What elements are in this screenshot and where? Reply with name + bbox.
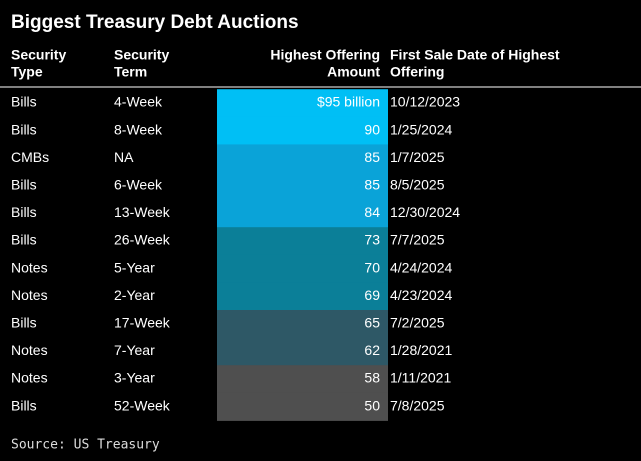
cell-text: Bills (11, 121, 37, 137)
cell-text: Notes (11, 287, 48, 303)
cell-text: 1/28/2021 (390, 342, 452, 358)
cell-text: 50 (364, 397, 380, 413)
amount-cell (217, 337, 388, 366)
column-header: Type (11, 64, 43, 80)
cell-text: $95 billion (317, 94, 380, 110)
column-header: Security (11, 47, 66, 63)
cell-text: Bills (11, 232, 37, 248)
column-header: Amount (327, 64, 380, 80)
amount-cell (217, 199, 388, 228)
cell-text: 85 (364, 149, 380, 165)
cell-text: Notes (11, 342, 48, 358)
amount-cell (217, 282, 388, 311)
cell-text: 4/24/2024 (390, 259, 452, 275)
cell-text: 10/12/2023 (390, 94, 460, 110)
cell-text: 26-Week (114, 232, 171, 248)
title: Biggest Treasury Debt Auctions (11, 12, 299, 33)
cell-text: 8-Week (114, 121, 163, 137)
cell-text: 1/25/2024 (390, 121, 452, 137)
amount-cell (217, 310, 388, 339)
cell-text: 2-Year (114, 287, 155, 303)
cell-text: 4-Week (114, 94, 163, 110)
cell-text: 7/7/2025 (390, 232, 445, 248)
cell-text: 7/2/2025 (390, 315, 445, 331)
cell-text: 52-Week (114, 397, 171, 413)
cell-text: 65 (364, 315, 380, 331)
cell-text: NA (114, 149, 134, 165)
cell-text: 69 (364, 287, 380, 303)
amount-cell (217, 392, 388, 421)
cell-text: Notes (11, 259, 48, 275)
cell-text: 17-Week (114, 315, 171, 331)
cell-text: 8/5/2025 (390, 177, 445, 193)
amount-cell (217, 89, 388, 118)
amount-cell (217, 365, 388, 394)
column-header: Offering (390, 64, 444, 80)
cell-text: CMBs (11, 149, 49, 165)
cell-text: Bills (11, 397, 37, 413)
amount-cell (217, 254, 388, 283)
source: Source: US Treasury (11, 438, 160, 453)
cell-text: 5-Year (114, 259, 155, 275)
cell-text: Bills (11, 177, 37, 193)
cell-text: 73 (364, 232, 380, 248)
amount-cell (217, 172, 388, 201)
cell-text: Bills (11, 315, 37, 331)
column-header: Term (114, 64, 147, 80)
cell-text: 58 (364, 370, 380, 386)
cell-text: 62 (364, 342, 380, 358)
cell-text: Notes (11, 370, 48, 386)
column-header: Security (114, 47, 169, 63)
cell-text: 1/11/2021 (390, 370, 451, 386)
cell-text: 70 (364, 259, 380, 275)
column-header: Highest Offering (270, 47, 380, 63)
amount-cell (217, 116, 388, 145)
cell-text: Bills (11, 94, 37, 110)
cell-text: 7-Year (114, 342, 155, 358)
cell-text: 4/23/2024 (390, 287, 452, 303)
cell-text: 90 (364, 121, 380, 137)
cell-text: 85 (364, 177, 380, 193)
cell-text: 13-Week (114, 204, 171, 220)
cell-text: 3-Year (114, 370, 155, 386)
cell-text: 7/8/2025 (390, 397, 445, 413)
cell-text: 6-Week (114, 177, 163, 193)
cell-text: 84 (364, 204, 380, 220)
cell-text: 1/7/2025 (390, 149, 445, 165)
column-header: First Sale Date of Highest (390, 47, 560, 63)
cell-text: 12/30/2024 (390, 204, 460, 220)
amount-cell (217, 144, 388, 173)
cell-text: Bills (11, 204, 37, 220)
amount-cell (217, 227, 388, 256)
